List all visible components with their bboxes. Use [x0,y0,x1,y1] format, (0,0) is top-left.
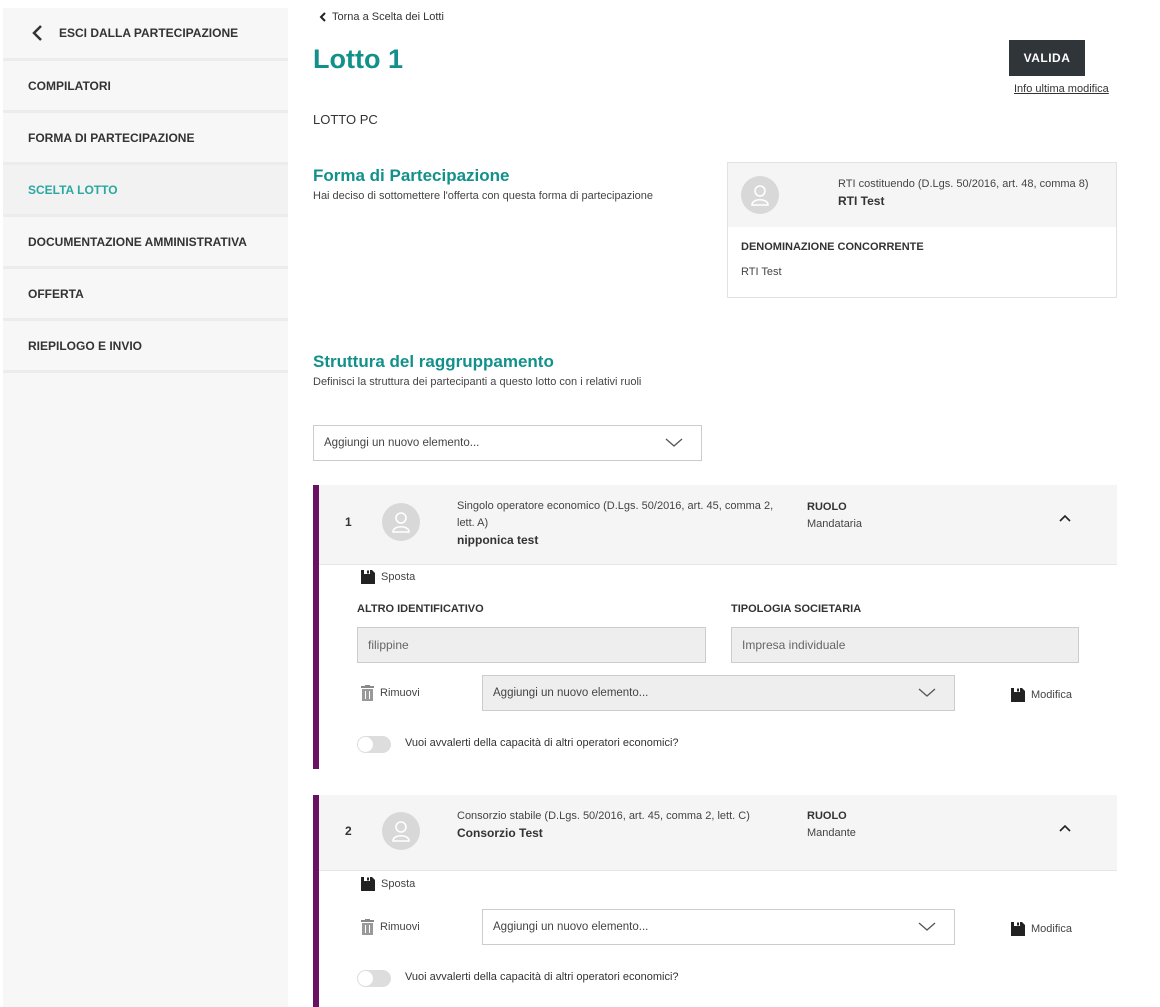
forma-title: Forma di Partecipazione [313,166,510,185]
edit-label: Modifica [1031,689,1072,701]
validate-button[interactable]: VALIDA [1009,40,1085,76]
sidebar-item-documentazione[interactable]: DOCUMENTAZIONE AMMINISTRATIVA [3,217,288,269]
move-button[interactable]: Sposta [361,877,415,891]
move-label: Sposta [381,878,416,890]
lot-subtitle: LOTTO PC [313,112,378,127]
sidebar-item-offerta[interactable]: OFFERTA [3,269,288,321]
select-placeholder: Aggiungi un nuovo elemento... [324,437,480,449]
floppy-disk-icon [1011,688,1025,702]
member-type: Singolo operatore economico (D.Lgs. 50/2… [457,500,774,529]
add-element-select[interactable]: Aggiungi un nuovo elemento... [482,909,955,945]
exit-participation-button[interactable]: ESCI DALLA PARTECIPAZIONE [3,8,288,61]
trash-icon [361,919,374,935]
chevron-down-icon [665,438,683,447]
altro-label: ALTRO IDENTIFICATIVO [357,603,484,615]
member-card-1: 1 Singolo operatore economico (D.Lgs. 50… [313,485,1117,769]
chevron-left-icon [319,12,326,22]
sidebar-item-label: FORMA DI PARTECIPAZIONE [28,130,195,145]
floppy-disk-icon [1011,922,1025,936]
select-placeholder: Aggiungi un nuovo elemento... [493,687,649,699]
remove-label: Rimuovi [380,921,420,933]
member-index: 1 [345,515,352,529]
role-value: Mandataria [807,518,863,530]
chevron-up-icon[interactable] [1059,824,1071,832]
denominazione-value: RTI Test [741,266,782,278]
member-name: Consorzio Test [457,826,543,840]
edit-label: Modifica [1031,923,1072,935]
sidebar-item-forma[interactable]: FORMA DI PARTECIPAZIONE [3,113,288,165]
user-icon [392,512,410,533]
forma-desc: Hai deciso di sottomettere l'offerta con… [313,190,654,202]
move-label: Sposta [381,571,416,583]
edit-button[interactable]: Modifica [1011,922,1072,936]
avvalimento-toggle[interactable] [357,970,391,987]
remove-label: Rimuovi [380,687,420,699]
struttura-title: Struttura del raggruppamento [313,352,554,371]
chevron-left-icon [32,25,42,41]
sidebar-item-label: SCELTA LOTTO [28,182,118,197]
avatar [382,503,420,541]
sidebar-item-label: DOCUMENTAZIONE AMMINISTRATIVA [28,234,247,249]
sidebar-item-scelta-lotto[interactable]: SCELTA LOTTO [3,165,288,217]
user-icon [392,821,410,842]
role-label: RUOLO [807,810,847,822]
altro-identificativo-input[interactable]: filippine [357,627,706,663]
edit-button[interactable]: Modifica [1011,688,1072,702]
exit-label: ESCI DALLA PARTECIPAZIONE [59,26,239,40]
chevron-down-icon [918,922,936,931]
struttura-desc: Definisci la struttura dei partecipanti … [313,376,642,388]
back-link-label: Torna a Scelta dei Lotti [332,11,444,23]
member-type: Consorzio stabile (D.Lgs. 50/2016, art. … [457,810,750,822]
denominazione-label: DENOMINAZIONE CONCORRENTE [741,241,924,253]
member-bar [313,795,319,1007]
add-element-select[interactable]: Aggiungi un nuovo elemento... [482,675,955,711]
add-element-select[interactable]: Aggiungi un nuovo elemento... [313,425,702,461]
sidebar-item-riepilogo[interactable]: RIEPILOGO E INVIO [3,321,288,373]
avatar [382,812,420,850]
remove-button[interactable]: Rimuovi [361,685,420,701]
member-bar [313,485,319,769]
member-card-2: 2 Consorzio stabile (D.Lgs. 50/2016, art… [313,795,1117,1007]
tipologia-label: TIPOLOGIA SOCIETARIA [731,603,862,615]
role-value: Mandante [807,827,856,839]
remove-button[interactable]: Rimuovi [361,919,420,935]
tipologia-societaria-input[interactable]: Impresa individuale [731,627,1079,663]
sidebar-item-label: OFFERTA [28,286,84,301]
user-icon [751,185,769,206]
chevron-down-icon [918,688,936,697]
trash-icon [361,685,374,701]
form-type: RTI costituendo (D.Lgs. 50/2016, art. 48… [838,178,1089,190]
avvalimento-toggle[interactable] [357,736,391,753]
select-placeholder: Aggiungi un nuovo elemento... [493,921,649,933]
chevron-up-icon[interactable] [1059,514,1071,522]
member-name: nipponica test [457,533,539,547]
toggle-label: Vuoi avvalerti della capacità di altri o… [405,971,679,983]
floppy-disk-icon [361,877,375,891]
toggle-label: Vuoi avvalerti della capacità di altri o… [405,737,679,749]
form-name: RTI Test [838,194,885,208]
move-button[interactable]: Sposta [361,570,415,584]
sidebar-item-compilatori[interactable]: COMPILATORI [3,61,288,113]
role-label: RUOLO [807,501,847,513]
sidebar-item-label: RIEPILOGO E INVIO [28,338,143,353]
sidebar-item-label: COMPILATORI [28,78,111,93]
floppy-disk-icon [361,570,375,584]
member-index: 2 [345,824,352,838]
page-title: Lotto 1 [313,44,403,74]
participation-form-card: RTI costituendo (D.Lgs. 50/2016, art. 48… [727,162,1117,298]
back-to-lots-link[interactable]: Torna a Scelta dei Lotti [319,11,444,23]
avatar [741,176,779,214]
last-edit-info-link[interactable]: Info ultima modifica [1014,83,1109,95]
sidebar: ESCI DALLA PARTECIPAZIONE COMPILATORI FO… [3,8,288,1007]
